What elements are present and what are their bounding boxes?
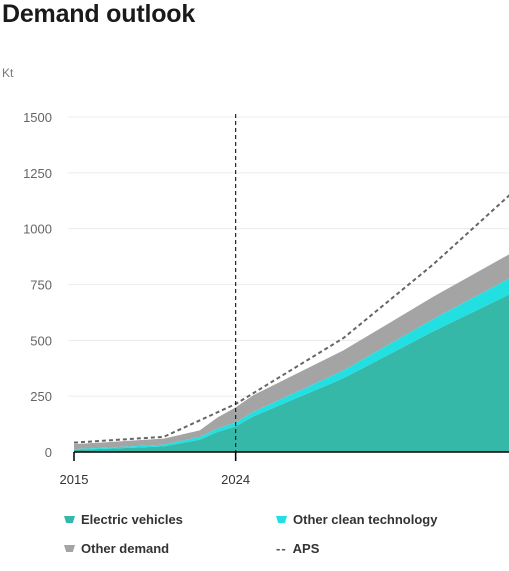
y-tick-label: 250 — [30, 389, 52, 404]
legend-other-clean-technology: Other clean technology — [276, 512, 437, 527]
legend-label: Electric vehicles — [81, 512, 183, 527]
electric-vehicles-swatch-icon — [64, 516, 75, 523]
electric-vehicles-area — [74, 294, 509, 452]
legend-label: Other demand — [81, 541, 170, 556]
y-axis-unit: Kt — [2, 66, 14, 80]
y-tick-label: 0 — [45, 445, 52, 460]
aps-dashed-line — [73, 194, 509, 444]
legend-aps: -- APS — [276, 541, 319, 556]
other-clean-technology-swatch-icon — [276, 516, 287, 523]
chart-title: Demand outlook — [2, 0, 196, 28]
y-tick-label: 500 — [30, 333, 52, 348]
y-tick-label: 1250 — [23, 166, 52, 181]
x-tick-label: 2015 — [60, 472, 89, 487]
legend-label: APS — [292, 541, 320, 556]
stacked-areas — [74, 254, 509, 452]
other-demand-swatch-icon — [64, 545, 75, 552]
aps-line — [73, 194, 509, 444]
y-tick-label: 1500 — [23, 110, 52, 125]
axes — [73, 451, 509, 461]
legend-other-demand: Other demand — [64, 541, 169, 556]
legend-electric-vehicles: Electric vehicles — [64, 512, 183, 527]
y-tick-label: 750 — [30, 278, 52, 293]
x-tick-labels: 201520242040 — [60, 472, 509, 487]
y-tick-labels: 0 250 500 750 1000 1250 1500 — [23, 110, 52, 460]
dashed-line-icon: -- — [276, 541, 287, 556]
legend-label: Other clean technology — [293, 512, 438, 527]
y-tick-label: 1000 — [23, 222, 52, 237]
x-tick-label: 2024 — [221, 472, 250, 487]
